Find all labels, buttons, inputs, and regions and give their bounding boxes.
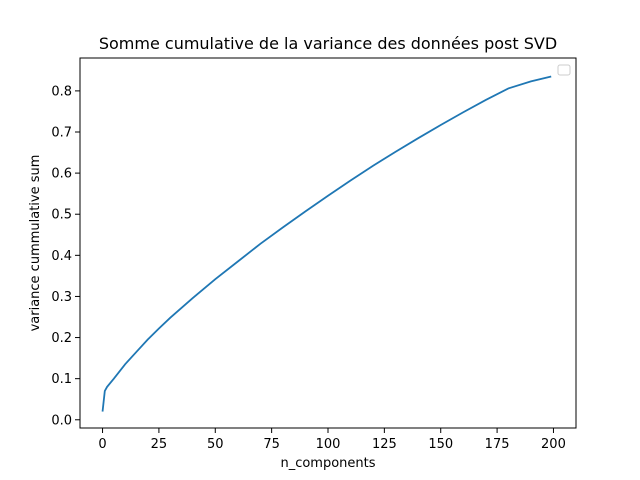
y-tick-label: 0.4 xyxy=(51,249,72,264)
y-tick-label: 0.7 xyxy=(51,126,72,141)
x-tick-label: 100 xyxy=(316,437,341,452)
x-axis-ticks: 0 25 50 75 100 125 150 175 200 xyxy=(98,428,566,452)
y-tick-label: 0.1 xyxy=(51,372,72,387)
y-axis-label: variance cummulative sum xyxy=(28,155,43,332)
y-axis-ticks: 0.0 0.1 0.2 0.3 0.4 0.5 0.6 0.7 0.8 xyxy=(51,84,80,428)
y-tick-label: 0.6 xyxy=(51,167,72,182)
x-tick-label: 200 xyxy=(541,437,566,452)
x-tick-label: 150 xyxy=(428,437,453,452)
y-tick-label: 0.8 xyxy=(51,84,72,99)
x-tick-label: 25 xyxy=(151,437,168,452)
y-tick-label: 0.2 xyxy=(51,331,72,346)
y-tick-label: 0.3 xyxy=(51,290,72,305)
x-axis-label: n_components xyxy=(280,456,375,471)
chart-title: Somme cumulative de la variance des donn… xyxy=(99,34,557,53)
y-tick-label: 0.5 xyxy=(51,208,72,223)
x-tick-label: 0 xyxy=(98,437,106,452)
series-line xyxy=(101,75,552,412)
y-tick-label: 0.0 xyxy=(51,413,72,428)
x-tick-label: 125 xyxy=(372,437,397,452)
x-tick-label: 50 xyxy=(207,437,224,452)
legend-box xyxy=(557,64,571,76)
x-tick-label: 175 xyxy=(485,437,510,452)
x-tick-label: 75 xyxy=(263,437,280,452)
